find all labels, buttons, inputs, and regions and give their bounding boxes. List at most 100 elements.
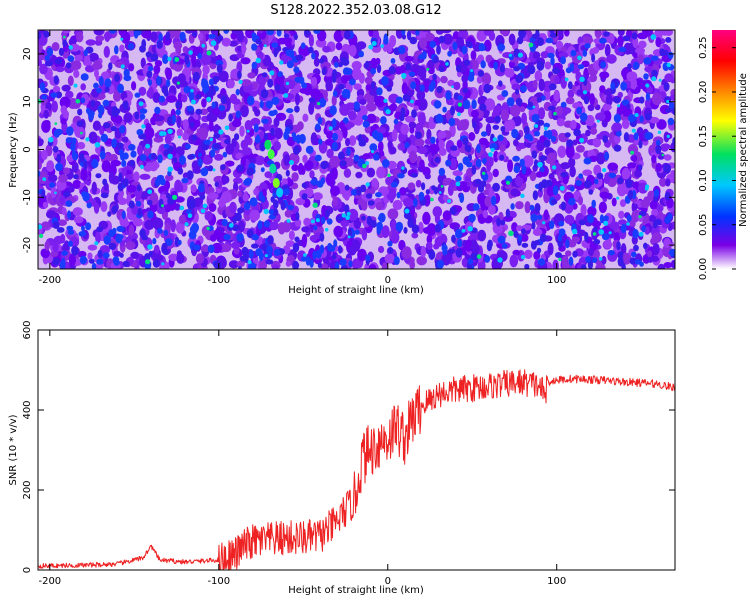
- spectrogram-cell: [112, 106, 118, 113]
- spectrogram-cell: [652, 220, 658, 229]
- spectrogram-cell: [448, 117, 456, 127]
- spectrogram-cell: [568, 197, 576, 206]
- spectrogram-cell: [635, 47, 645, 55]
- spectrogram-cell: [664, 73, 674, 83]
- spectrogram-cell: [269, 163, 277, 174]
- spectrogram-cell: [450, 158, 457, 170]
- spectrogram-cell: [556, 118, 565, 127]
- spectrogram-cell: [587, 206, 597, 217]
- spectrogram-cell: [505, 208, 511, 218]
- spectrogram-cell: [634, 113, 639, 117]
- spectrogram-cell: [161, 262, 165, 266]
- spectrogram-cell: [247, 260, 252, 265]
- spectrogram-cell: [521, 165, 527, 173]
- spectrogram-cell: [175, 100, 182, 109]
- spectrogram-cell: [258, 75, 266, 88]
- spectrogram-cell: [599, 85, 606, 93]
- snr-x-ticklabel: 100: [547, 576, 566, 587]
- spectrogram-cell: [422, 80, 430, 93]
- spectrogram-cell: [621, 167, 631, 180]
- spectrogram-cell: [81, 191, 87, 198]
- spectrogram-cell: [254, 155, 265, 166]
- spectrogram-cell: [91, 262, 97, 269]
- spectrogram-cell: [348, 44, 357, 57]
- spectrogram-cell: [368, 30, 374, 37]
- spectrogram-cell: [114, 73, 121, 83]
- spectrogram-cell: [637, 82, 648, 90]
- spectrogram-cell: [295, 219, 302, 227]
- spectrogram-cell: [195, 93, 202, 100]
- spectrogram-cell: [147, 79, 153, 86]
- spectrogram-cell: [433, 55, 439, 63]
- spectrogram-cell: [564, 30, 570, 37]
- snr-x-ticklabel: -200: [38, 576, 61, 587]
- spectrogram-cell: [303, 217, 311, 227]
- spectrogram-cell: [179, 31, 186, 42]
- spectrogram-cell: [449, 206, 458, 215]
- spectrogram-cell: [420, 245, 426, 258]
- spectrogram-cell: [228, 260, 239, 269]
- spectrogram-y-ticklabel: -10: [22, 189, 33, 205]
- spectrogram-cell: [43, 109, 50, 119]
- spectrogram-cell: [272, 191, 277, 199]
- spectrogram-cell: [540, 51, 549, 59]
- spectrogram-cell: [565, 96, 575, 105]
- spectrogram-cell: [616, 241, 621, 251]
- spectrogram-cell: [162, 54, 169, 65]
- spectrogram-cell: [303, 253, 307, 257]
- spectrogram-cell: [497, 134, 504, 142]
- spectrogram-cell: [298, 133, 306, 144]
- spectrogram-cell: [559, 185, 565, 191]
- spectrogram-cell: [67, 210, 71, 220]
- spectrogram-cell: [419, 159, 425, 171]
- spectrogram-cell: [167, 128, 173, 135]
- spectrogram-cell: [415, 30, 420, 36]
- spectrogram-cell: [499, 30, 509, 36]
- spectrogram-cell: [157, 228, 163, 234]
- spectrogram-cell: [86, 202, 92, 209]
- snr-y-ticklabel: 600: [22, 320, 33, 339]
- spectrogram-cell: [55, 91, 63, 99]
- spectrogram-cell: [149, 161, 160, 170]
- spectrogram-cell: [395, 66, 403, 75]
- spectrogram-cell: [93, 30, 104, 36]
- spectrogram-cell: [63, 167, 71, 175]
- spectrogram-cell: [71, 150, 77, 158]
- spectrogram-cell: [339, 160, 347, 167]
- spectrogram-cell: [401, 72, 407, 79]
- spectrogram-cell: [150, 31, 158, 42]
- spectrogram-cell: [265, 100, 273, 109]
- spectrogram-cell: [108, 171, 115, 184]
- spectrogram-cell: [572, 236, 580, 243]
- spectrogram-cell: [666, 212, 673, 221]
- spectrogram-cell: [173, 157, 178, 164]
- spectrogram-cell: [320, 161, 329, 170]
- spectrogram-cell: [158, 32, 163, 42]
- spectrogram-cell: [464, 144, 469, 152]
- spectrogram-cell: [46, 160, 55, 172]
- spectrogram-cell: [620, 243, 627, 255]
- spectrogram-cell: [103, 235, 112, 245]
- spectrogram-cell: [65, 200, 73, 207]
- spectrogram-cell: [231, 30, 241, 35]
- spectrogram-cell: [583, 157, 592, 165]
- spectrogram-cell: [353, 154, 360, 162]
- spectrogram-cell: [41, 94, 48, 100]
- spectrogram-cell: [51, 100, 58, 113]
- spectrogram-cell: [328, 126, 333, 131]
- spectrogram-cell: [387, 173, 391, 177]
- spectrogram-cell: [316, 180, 324, 188]
- spectrogram-cell: [476, 144, 481, 154]
- spectrogram-cell: [393, 256, 400, 265]
- spectrogram-cell: [645, 83, 650, 88]
- spectrogram-cell: [627, 63, 632, 70]
- spectrogram-cell: [593, 239, 601, 245]
- spectrogram-cell: [315, 38, 327, 48]
- spectrogram-cell: [410, 99, 414, 104]
- spectrogram-cell: [40, 97, 48, 106]
- spectrogram-cell: [509, 254, 518, 268]
- spectrogram-cell: [354, 229, 360, 235]
- spectrogram-cell: [297, 162, 304, 175]
- spectrogram-cell: [246, 167, 254, 176]
- spectrogram-cell: [387, 240, 393, 247]
